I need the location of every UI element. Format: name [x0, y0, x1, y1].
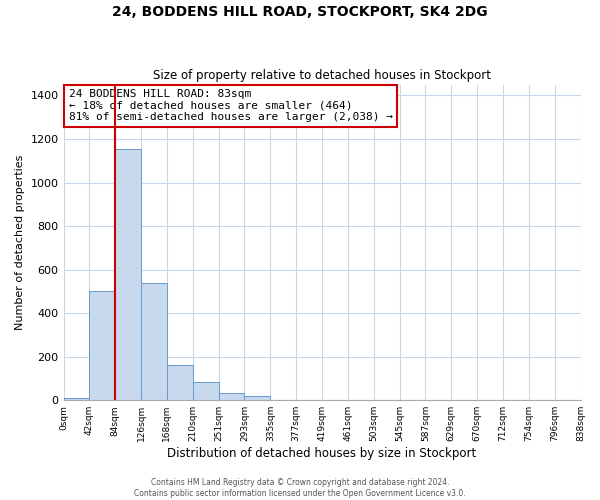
Bar — [115, 149, 141, 400]
X-axis label: Distribution of detached houses by size in Stockport: Distribution of detached houses by size … — [167, 447, 476, 460]
Y-axis label: Number of detached properties: Number of detached properties — [15, 154, 25, 330]
Bar — [193, 382, 218, 400]
Bar — [89, 292, 115, 400]
Bar — [141, 282, 167, 400]
Text: 24, BODDENS HILL ROAD, STOCKPORT, SK4 2DG: 24, BODDENS HILL ROAD, STOCKPORT, SK4 2D… — [112, 5, 488, 19]
Text: Contains HM Land Registry data © Crown copyright and database right 2024.
Contai: Contains HM Land Registry data © Crown c… — [134, 478, 466, 498]
Bar — [244, 396, 271, 400]
Bar — [64, 398, 89, 400]
Bar — [218, 392, 244, 400]
Title: Size of property relative to detached houses in Stockport: Size of property relative to detached ho… — [153, 69, 491, 82]
Text: 24 BODDENS HILL ROAD: 83sqm
← 18% of detached houses are smaller (464)
81% of se: 24 BODDENS HILL ROAD: 83sqm ← 18% of det… — [69, 90, 393, 122]
Bar — [167, 366, 193, 400]
